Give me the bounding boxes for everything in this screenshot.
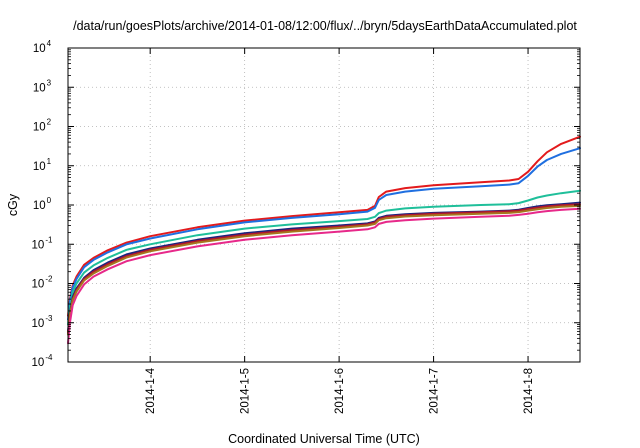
chart-title: /data/run/goesPlots/archive/2014-01-08/1… xyxy=(73,19,577,33)
series-layer xyxy=(67,135,581,345)
series-line-3 xyxy=(67,189,581,326)
y-tick-label: 10-4 xyxy=(32,353,53,369)
x-tick-label: 2014-1-8 xyxy=(523,368,535,414)
x-tick-label: 2014-1-4 xyxy=(145,367,157,414)
y-tick-label: 101 xyxy=(33,157,52,173)
y-tick-label: 100 xyxy=(33,196,52,212)
x-tick-label: 2014-1-6 xyxy=(334,368,346,414)
y-tick-label: 10-1 xyxy=(32,235,53,251)
series-line-7 xyxy=(67,207,581,345)
y-tick-label: 104 xyxy=(33,39,52,55)
y-tick-label: 10-2 xyxy=(32,275,53,291)
x-tick-label: 2014-1-7 xyxy=(429,368,441,414)
y-tick-label: 102 xyxy=(33,118,52,134)
x-tick-label: 2014-1-5 xyxy=(240,368,252,414)
series-line-1 xyxy=(67,135,581,317)
grid xyxy=(68,48,580,362)
x-axis-label: Coordinated Universal Time (UTC) xyxy=(228,432,420,446)
y-tick-label: 103 xyxy=(33,78,52,94)
series-line-5 xyxy=(67,203,581,334)
x-axis: 2014-1-4 2014-1-5 2014-1-6 2014-1-7 2014-1-8 xyxy=(145,48,535,414)
series-line-2 xyxy=(67,147,581,321)
y-tick-label: 10-3 xyxy=(32,314,53,330)
y-axis-label: cGy xyxy=(6,193,20,216)
series-line-6 xyxy=(67,204,581,336)
